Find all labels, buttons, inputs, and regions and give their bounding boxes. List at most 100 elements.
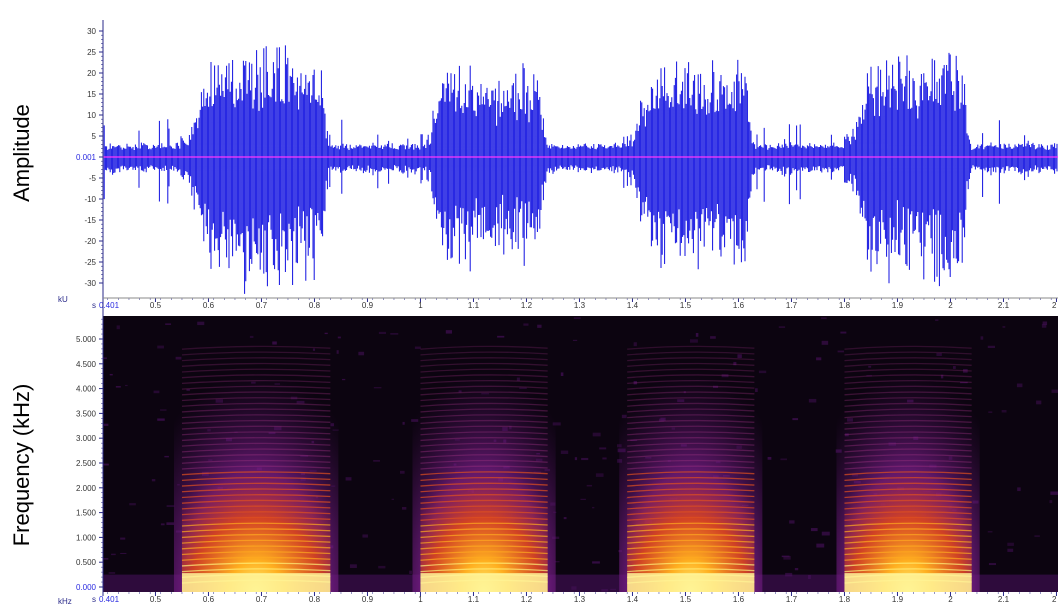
waveform-x-tick-label: 1.4 [627,301,639,310]
spectrogram-x-tick-label: 1.1 [468,595,480,604]
spectrogram-noise [1034,535,1040,537]
spectrogram-harmonic [627,505,755,510]
spectrogram-harmonic [181,431,331,436]
spectrogram-noise [160,409,167,411]
spectrogram-x-tick-label: 1.5 [680,595,692,604]
spectrogram-harmonic [420,402,548,407]
spectrogram-noise [1041,323,1047,328]
spectrogram-harmonic [420,511,548,516]
spectrogram-harmonic [181,391,331,396]
waveform-x-tick-label: 1.1 [468,301,480,310]
spectrogram-noise [554,561,560,563]
spectrogram-noise [592,432,601,437]
spectrogram-harmonic [420,368,548,373]
spectrogram-harmonic [181,459,331,464]
spectrogram-harmonic [844,351,972,356]
waveform-unit-label: kU [58,295,68,304]
spectrogram-harmonic [627,528,755,533]
spectrogram-noise [586,484,593,487]
spectrogram-noise [358,351,365,356]
spectrogram-harmonic [844,551,972,556]
spectrogram-x-tick-label: 1.3 [574,595,586,604]
spectrogram-harmonic [420,454,548,459]
spectrogram-noise [1049,500,1053,504]
spectrogram-heatmap [103,316,1058,592]
spectrogram-noise [816,357,822,361]
spectrogram-low-band [103,574,1058,592]
spectrogram-harmonic [420,379,548,385]
spectrogram-harmonic [844,437,972,442]
spectrogram-harmonic [627,568,755,573]
waveform-y-tick-label: 10 [87,111,96,120]
spectrogram-harmonic [181,488,331,493]
spectrogram-noise [560,372,564,377]
spectrogram-harmonic [420,522,548,527]
spectrogram-x-tick-label: 1.2 [521,595,533,604]
spectrogram-harmonic [627,437,755,442]
spectrogram-harmonic [627,345,755,350]
spectrogram-y-axis: 5.000 4.500 4.000 3.500 3.000 2.500 2.000 1.500… [76,318,103,592]
spectrogram-harmonic [844,505,972,510]
spectrogram-harmonic [844,379,972,385]
spectrogram-harmonic [844,511,972,516]
spectrogram-noise [401,507,407,510]
spectrogram-noise [103,357,107,360]
waveform-x-tick-label: 1.3 [574,301,586,310]
spectrogram-fundamental [420,573,548,592]
spectrogram-harmonic [181,516,331,521]
waveform-x-tick-label: 1.7 [786,301,798,310]
spectrogram-harmonic [627,539,755,544]
spectrogram-harmonic [627,442,755,447]
spectrogram-harmonic [420,397,548,402]
spectrogram-harmonic [420,499,548,504]
spectrogram-y-tick-label: 0.500 [76,558,97,567]
spectrogram-harmonic [181,539,331,544]
spectrogram-noise [821,340,829,345]
spectrogram-x-tick-label: 1.7 [786,595,798,604]
waveform-x-tick-label: 0.7 [256,301,268,310]
spectrogram-harmonic [627,414,755,419]
waveform-y-tick-label: -15 [84,216,96,225]
spectrogram-x-tick-label: 1.6 [733,595,745,604]
spectrogram-harmonic [181,551,331,556]
spectrogram-harmonic [844,391,972,396]
spectrogram-x-tick-label: 2 [1052,595,1057,604]
spectrogram-harmonic [181,448,331,453]
spectrogram-harmonic [181,528,331,533]
spectrogram-harmonic [627,397,755,402]
spectrogram-harmonic [420,419,548,424]
spectrogram-noise [988,563,997,566]
spectrogram-noise [153,390,160,394]
spectrogram-y-tick-label: 1.500 [76,509,97,518]
spectrogram-noise [552,422,561,426]
waveform-y-tick-label: -20 [84,237,96,246]
spectrogram-harmonic [420,448,548,453]
spectrogram-noise [409,570,412,574]
spectrogram-noise [1001,409,1007,413]
spectrogram-noise [157,345,164,349]
spectrogram-harmonic [181,379,331,385]
spectrogram-noise [111,553,116,556]
waveform-y-tick-label: -30 [84,279,96,288]
spectrogram-noise [1036,400,1042,405]
spectrogram-harmonic [420,391,548,396]
waveform-x-tick-label: 0.5 [150,301,162,310]
spectrogram-harmonic [181,385,331,390]
spectrogram-harmonic [844,539,972,544]
spectrogram-noise [789,520,795,524]
spectrogram-harmonic [627,374,755,379]
spectrogram-x-tick-label: 0.7 [256,595,268,604]
spectrogram-harmonic [181,465,331,470]
spectrogram-noise [120,537,126,540]
spectrogram-harmonic [844,533,972,539]
spectrogram-harmonic [420,476,548,482]
spectrogram-noise [399,470,405,474]
spectrogram-noise [560,450,569,454]
waveform-x-tick-label: 0.9 [362,301,374,310]
spectrogram-harmonic [420,494,548,499]
spectrogram-noise [581,457,589,461]
spectrogram-harmonic [627,362,755,367]
spectrogram-harmonic [627,402,755,407]
spectrogram-harmonic [627,448,755,453]
spectrogram-harmonic [420,351,548,356]
